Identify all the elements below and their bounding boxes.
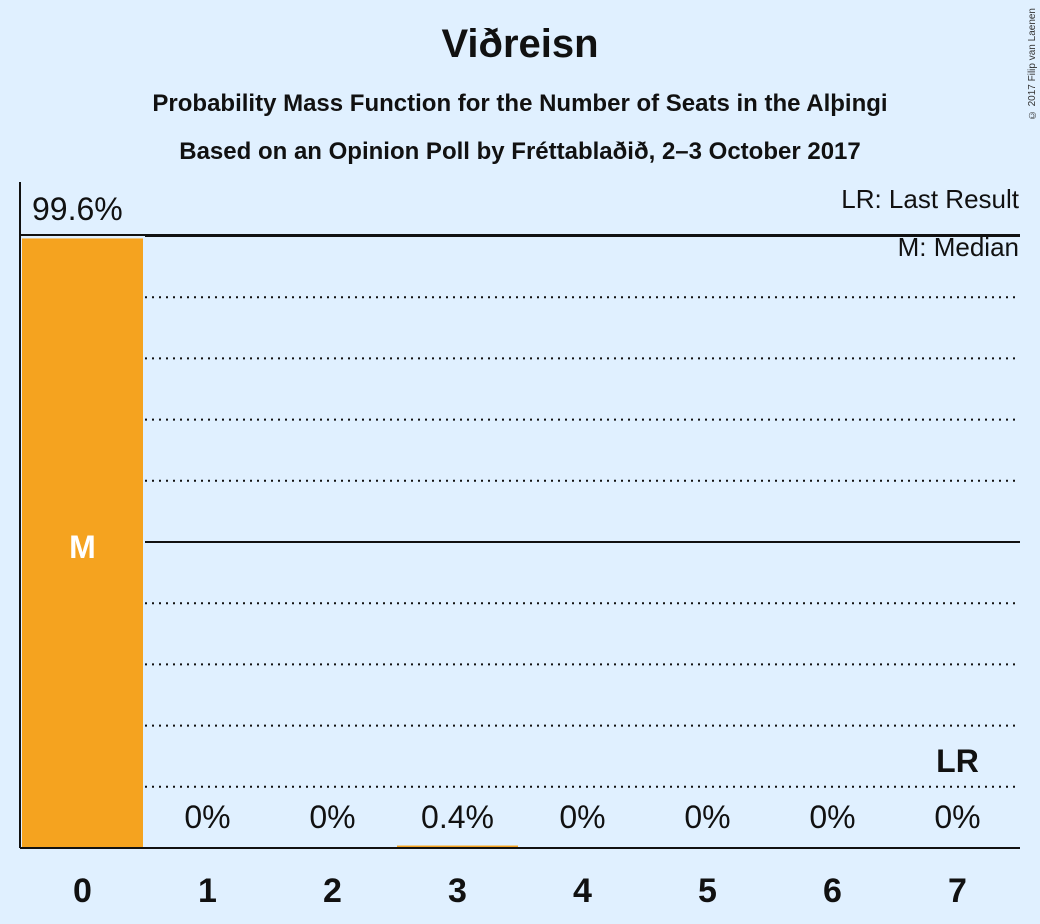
legend-last-result: LR: Last Result <box>841 184 1020 214</box>
value-label: 0.4% <box>421 799 494 835</box>
x-tick-label: 2 <box>323 872 342 910</box>
last-result-marker: LR <box>936 743 979 779</box>
x-tick-label: 4 <box>573 872 592 910</box>
chart-subtitle: Probability Mass Function for the Number… <box>152 90 888 117</box>
chart-title: Viðreisn <box>441 22 599 66</box>
x-tick-label: 0 <box>73 872 92 910</box>
x-tick-label: 7 <box>948 872 967 910</box>
x-tick-label: 6 <box>823 872 842 910</box>
x-tick-label: 3 <box>448 872 467 910</box>
value-label: 0% <box>184 799 230 835</box>
value-label: 99.6% <box>32 191 123 227</box>
bar-0 <box>22 238 143 848</box>
chart-source: Based on an Opinion Poll by Fréttablaðið… <box>179 138 861 165</box>
value-label: 0% <box>934 799 980 835</box>
x-tick-label: 1 <box>198 872 217 910</box>
bar-3 <box>397 845 518 848</box>
value-label: 0% <box>684 799 730 835</box>
value-label: 0% <box>559 799 605 835</box>
value-label: 0% <box>309 799 355 835</box>
value-label: 0% <box>809 799 855 835</box>
x-tick-label: 5 <box>698 872 717 910</box>
median-marker: M <box>69 529 96 565</box>
legend-median: M: Median <box>898 232 1019 262</box>
